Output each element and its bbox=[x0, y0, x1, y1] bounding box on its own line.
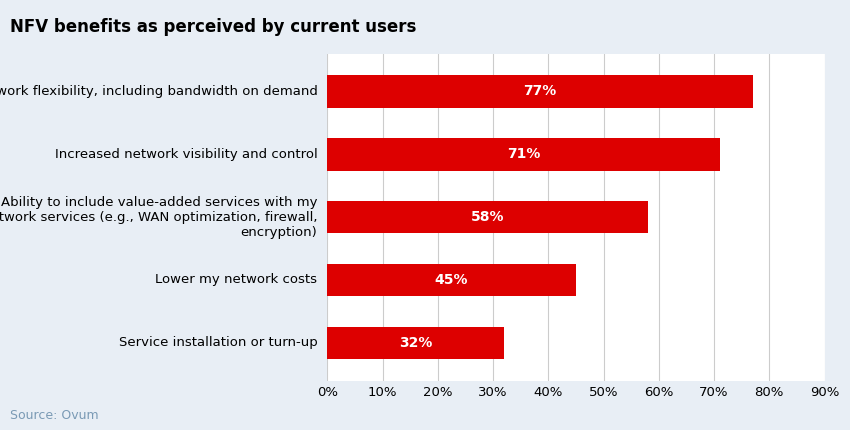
Text: Network flexibility, including bandwidth on demand: Network flexibility, including bandwidth… bbox=[0, 85, 317, 98]
Text: Service installation or turn-up: Service installation or turn-up bbox=[119, 336, 317, 349]
Text: 45%: 45% bbox=[435, 273, 468, 287]
Bar bbox=[327, 326, 504, 359]
Text: NFV benefits as perceived by current users: NFV benefits as perceived by current use… bbox=[10, 18, 416, 36]
Text: Increased network visibility and control: Increased network visibility and control bbox=[54, 148, 317, 161]
Text: 77%: 77% bbox=[524, 84, 557, 98]
Text: Ability to include value-added services with my
network services (e.g., WAN opti: Ability to include value-added services … bbox=[0, 196, 317, 239]
Text: Lower my network costs: Lower my network costs bbox=[156, 273, 317, 286]
Bar bbox=[327, 201, 648, 233]
Text: 71%: 71% bbox=[507, 147, 540, 161]
Bar bbox=[327, 264, 576, 296]
Text: Source: Ovum: Source: Ovum bbox=[10, 409, 99, 422]
Text: 32%: 32% bbox=[399, 336, 433, 350]
Text: 58%: 58% bbox=[471, 210, 504, 224]
Bar bbox=[327, 75, 752, 108]
Bar bbox=[327, 138, 719, 171]
